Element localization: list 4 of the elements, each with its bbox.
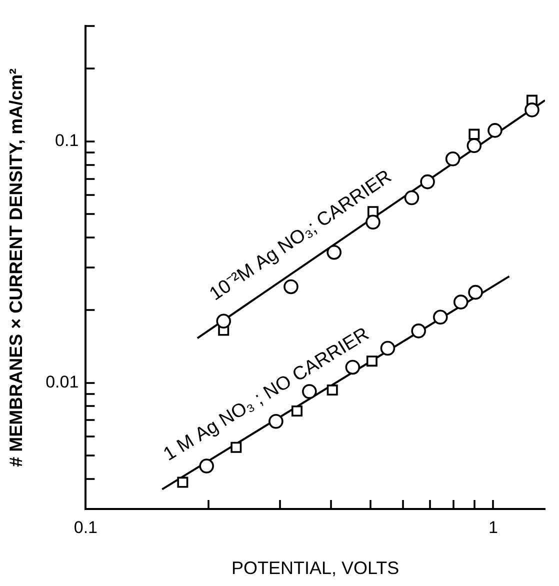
x-tick-label: 1 bbox=[488, 518, 498, 537]
y-tick-label: 0.01 bbox=[46, 372, 79, 392]
y-axis-title: # MEMBRANES × CURRENT DENSITY, mA/cm² bbox=[6, 68, 26, 467]
x-axis-title: POTENTIAL, VOLTS bbox=[231, 558, 400, 578]
